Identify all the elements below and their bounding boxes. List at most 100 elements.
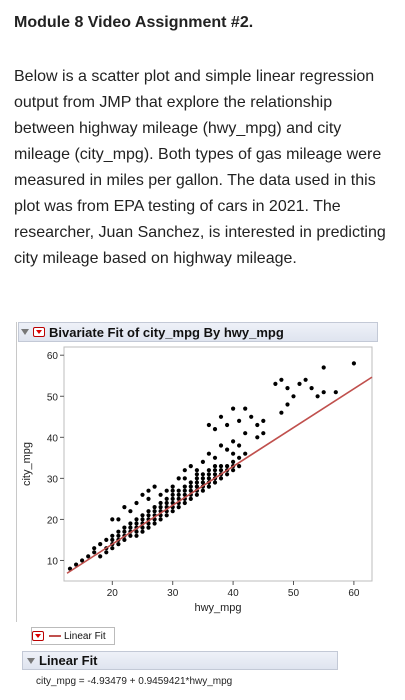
scatter-point: [164, 488, 169, 493]
x-tick-label: 60: [348, 588, 360, 599]
scatter-point: [261, 418, 266, 423]
y-axis: 10 20 30 40 50 60: [47, 351, 64, 567]
scatter-point: [98, 554, 103, 559]
scatter-point: [200, 488, 205, 493]
red-menu-icon[interactable]: [33, 327, 45, 337]
scatter-point: [285, 386, 290, 391]
scatter-point: [134, 533, 139, 538]
report-header-label: Bivariate Fit of city_mpg By hwy_mpg: [49, 324, 284, 340]
linear-fit-label: Linear Fit: [39, 653, 98, 668]
scatter-point: [116, 533, 121, 538]
bivariate-report-header[interactable]: Bivariate Fit of city_mpg By hwy_mpg: [18, 322, 378, 342]
scatter-point: [243, 431, 248, 436]
scatter-point: [225, 464, 230, 469]
scatter-point: [146, 513, 151, 518]
scatter-point: [116, 517, 121, 522]
scatter-point: [176, 488, 181, 493]
scatter-point: [164, 513, 169, 518]
scatter-point: [225, 472, 230, 477]
report-panel: [16, 322, 381, 622]
scatter-point: [237, 443, 242, 448]
scatter-point: [170, 488, 175, 493]
red-menu-icon[interactable]: [32, 631, 44, 641]
scatter-point: [146, 509, 151, 514]
scatter-point: [164, 496, 169, 501]
x-tick-label: 20: [107, 588, 119, 599]
scatter-point: [146, 488, 151, 493]
scatter-point: [158, 500, 163, 506]
scatter-point: [212, 464, 218, 469]
legend-line-swatch: [49, 635, 61, 637]
scatter-point: [315, 394, 320, 399]
y-tick-label: 60: [47, 351, 59, 362]
scatter-point: [261, 431, 266, 436]
scatter-point: [194, 484, 199, 489]
disclosure-triangle-icon[interactable]: [27, 657, 35, 664]
scatter-point: [116, 529, 121, 534]
disclosure-triangle-icon[interactable]: [21, 329, 29, 335]
scatter-point: [212, 427, 218, 432]
scatter-point: [110, 537, 115, 543]
y-tick-label: 30: [47, 474, 59, 485]
scatter-point: [128, 509, 133, 514]
scatter-point: [243, 406, 248, 411]
legend-label: Linear Fit: [64, 630, 106, 642]
scatter-point: [194, 476, 199, 481]
scatter-point: [279, 410, 284, 415]
scatter-point: [122, 525, 127, 530]
scatter-point: [279, 377, 284, 382]
scatter-point: [200, 480, 205, 485]
scatter-point: [218, 464, 224, 469]
scatter-point: [80, 558, 85, 563]
scatter-point: [194, 472, 199, 477]
scatter-point: [212, 472, 218, 477]
y-tick-label: 40: [47, 433, 59, 444]
scatter-point: [176, 505, 181, 510]
scatter-point: [176, 492, 181, 497]
scatter-point: [188, 496, 193, 501]
scatter-point: [170, 484, 175, 489]
scatter-point: [321, 390, 326, 395]
scatter-point: [249, 414, 254, 419]
scatter-point: [110, 546, 115, 551]
scatter-point: [182, 476, 187, 481]
scatter-point: [237, 455, 242, 460]
scatter-point: [291, 394, 296, 399]
scatter-point: [273, 381, 278, 386]
scatter-point: [225, 422, 230, 428]
fit-equation: city_mpg = -4.93479 + 0.9459421*hwy_mpg: [36, 676, 233, 687]
fit-line: [66, 376, 373, 574]
scatter-point: [231, 406, 236, 411]
scatter-point: [237, 418, 242, 423]
scatter-point: [170, 496, 175, 501]
scatter-point: [321, 365, 326, 370]
scatter-point: [128, 533, 133, 538]
scatter-point: [218, 476, 224, 481]
scatter-point: [188, 464, 193, 469]
scatter-point: [182, 484, 187, 489]
scatter-point: [134, 517, 139, 522]
scatter-point: [122, 529, 127, 534]
x-tick-label: 40: [228, 588, 240, 599]
scatter-point: [200, 476, 205, 481]
scatter-point: [104, 537, 109, 543]
scatter-point: [182, 488, 187, 493]
y-axis-label: city_mpg: [21, 442, 33, 486]
scatter-point: [182, 468, 187, 473]
scatter-point: [351, 361, 356, 366]
scatter-point: [134, 521, 139, 526]
linear-fit-header[interactable]: Linear Fit: [22, 651, 338, 670]
scatter-point: [128, 521, 133, 526]
fit-line-group: [66, 376, 373, 574]
scatter-point: [176, 476, 181, 481]
scatter-point: [206, 422, 211, 428]
scatter-point: [206, 472, 211, 477]
scatter-point: [188, 480, 193, 485]
legend[interactable]: Linear Fit: [31, 627, 115, 645]
scatter-point: [194, 468, 199, 473]
scatter-point: [152, 509, 157, 514]
scatter-point: [140, 492, 145, 497]
scatter-point: [218, 414, 224, 419]
scatter-point: [170, 492, 175, 497]
scatter-point: [194, 480, 199, 485]
